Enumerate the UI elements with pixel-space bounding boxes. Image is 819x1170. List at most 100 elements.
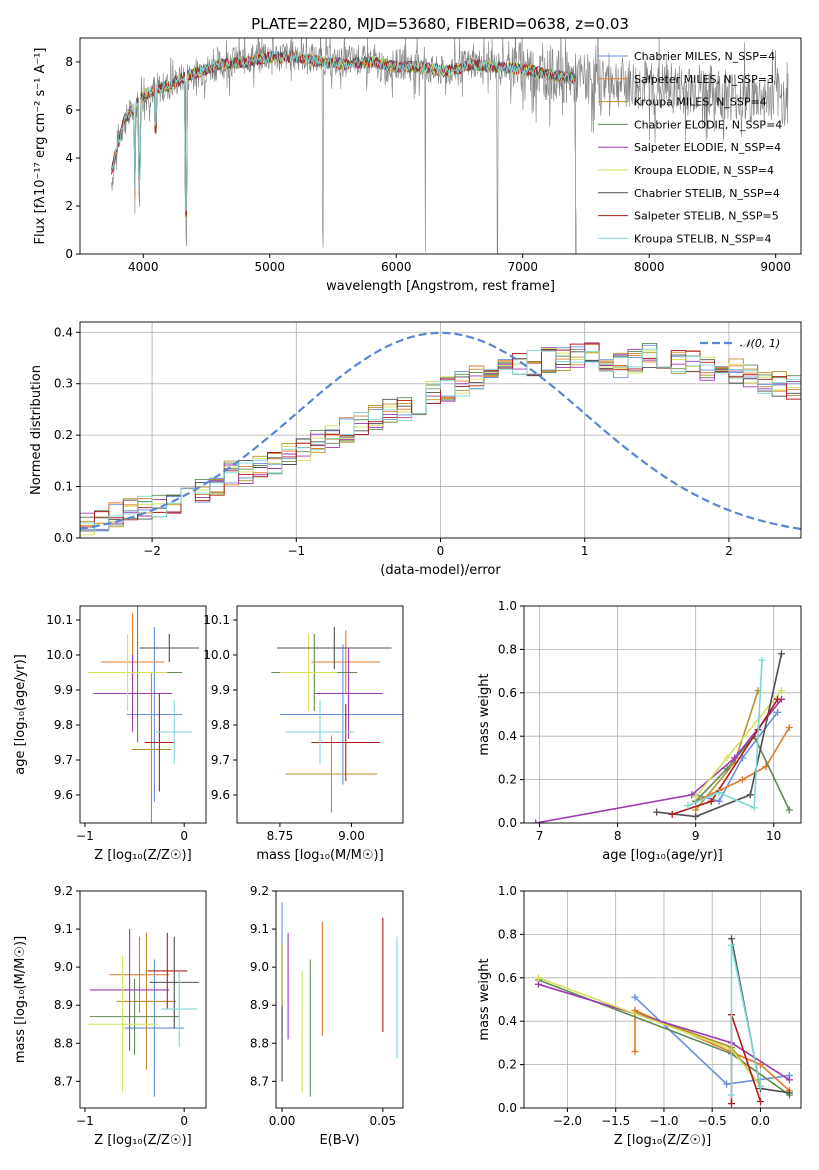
weight-marker bbox=[534, 980, 542, 988]
weight-marker bbox=[774, 695, 782, 703]
weight-marker bbox=[731, 754, 739, 762]
x-tick-label: −2 bbox=[143, 544, 161, 558]
weight-marker bbox=[785, 1076, 793, 1084]
y-axis-label: mass weight bbox=[477, 958, 492, 1040]
x-tick-label: 9000 bbox=[760, 260, 791, 274]
plot-area bbox=[534, 935, 793, 1108]
plot-frame bbox=[523, 605, 802, 824]
x-tick-label: 6000 bbox=[381, 260, 412, 274]
weight-line-9 bbox=[730, 945, 762, 1095]
y-tick-label: 10.0 bbox=[203, 648, 230, 662]
plot-frame bbox=[275, 890, 404, 1109]
y-tick-label: 0.6 bbox=[498, 686, 517, 700]
plot-area bbox=[281, 902, 398, 1097]
y-tick-label: 9.0 bbox=[250, 960, 269, 974]
y-tick-label: 0 bbox=[65, 247, 73, 261]
model-spectrum-5 bbox=[111, 51, 577, 254]
model-spectrum-8 bbox=[111, 51, 577, 254]
mass-vs-metallicity-panel: −1 0 8.7 8.8 8.9 9.0 9.1 9.2 Z [log₁₀(Z/Z☉)] mass… bbox=[13, 884, 207, 1148]
y-tick-label: 0.0 bbox=[498, 816, 517, 830]
weight-marker bbox=[534, 974, 542, 982]
weight-marker bbox=[785, 1089, 793, 1097]
x-tick-label: −1.0 bbox=[649, 1114, 678, 1128]
weight-marker bbox=[684, 802, 692, 810]
age-vs-mass-panel: 8.75 9.00 9.6 9.7 9.8 9.9 10.0 10.1 mass [log₁₀(… bbox=[203, 605, 404, 863]
y-tick-label: 8.9 bbox=[54, 998, 73, 1012]
x-tick-label: 0 bbox=[180, 829, 188, 843]
weight-marker bbox=[688, 791, 696, 799]
y-tick-label: 9.6 bbox=[54, 788, 73, 802]
x-tick-label: 5000 bbox=[254, 260, 285, 274]
x-tick-label: −1 bbox=[287, 544, 305, 558]
weight-marker bbox=[631, 993, 639, 1001]
spectrum-panel: 4000 5000 6000 7000 8000 9000 0 2 4 6 8 wavelength … bbox=[33, 37, 802, 294]
y-tick-label: 0.4 bbox=[498, 1014, 517, 1028]
y-tick-label: 10.0 bbox=[46, 648, 73, 662]
x-tick-label: 0 bbox=[437, 544, 445, 558]
weight-marker bbox=[746, 791, 754, 799]
weight-marker bbox=[758, 656, 766, 664]
model-spectrum-9 bbox=[111, 50, 577, 254]
residual-histogram-8 bbox=[80, 342, 801, 538]
legend-label: Kroupa ELODIE, N_SSP=4 bbox=[634, 164, 774, 177]
y-tick-label: 6 bbox=[65, 103, 73, 117]
weight-marker bbox=[715, 789, 723, 797]
y-tick-label: 9.9 bbox=[54, 683, 73, 697]
weight-marker bbox=[692, 812, 700, 820]
y-tick-label: 10.1 bbox=[46, 613, 73, 627]
legend-label: Kroupa STELIB, N_SSP=4 bbox=[634, 232, 772, 245]
weight-marker bbox=[715, 797, 723, 805]
residual-histogram-3 bbox=[80, 350, 801, 538]
weight-marker bbox=[692, 793, 700, 801]
y-tick-label: 9.1 bbox=[54, 922, 73, 936]
plot-area bbox=[532, 650, 793, 823]
y-axis-label: mass [log₁₀(M/M☉)] bbox=[13, 936, 28, 1063]
y-tick-label: 0.6 bbox=[498, 971, 517, 985]
x-tick-label: 0 bbox=[180, 1114, 188, 1128]
plot-area bbox=[80, 331, 801, 538]
plot-area bbox=[271, 627, 403, 813]
weight-marker bbox=[785, 724, 793, 732]
y-tick-label: 9.7 bbox=[54, 753, 73, 767]
y-tick-label: 0.3 bbox=[54, 377, 73, 391]
weight-marker bbox=[756, 1097, 764, 1105]
y-tick-label: 0.2 bbox=[498, 1058, 517, 1072]
y-tick-label: 9.9 bbox=[211, 683, 230, 697]
weight-line-8 bbox=[672, 698, 779, 816]
weight-marker bbox=[668, 810, 676, 818]
y-tick-label: 0.4 bbox=[54, 325, 73, 339]
weight-vs-age-panel: 7 8 9 10 0.0 0.2 0.4 0.6 0.8 1.0 age [log₁₀(age/yr… bbox=[477, 599, 802, 863]
y-tick-label: 10.1 bbox=[203, 613, 230, 627]
y-tick-label: 8.7 bbox=[250, 1074, 269, 1088]
y-tick-label: 0.8 bbox=[498, 927, 517, 941]
legend-label: Kroupa MILES, N_SSP=4 bbox=[634, 96, 767, 109]
weight-marker bbox=[653, 808, 661, 816]
x-axis-label: Z [log₁₀(Z/Z☉)] bbox=[614, 1133, 711, 1148]
weight-marker bbox=[631, 1048, 639, 1056]
weight-marker bbox=[692, 806, 700, 814]
x-tick-label: 10 bbox=[766, 829, 781, 843]
x-tick-label: −0.5 bbox=[698, 1114, 727, 1128]
plot-area bbox=[111, 38, 789, 254]
x-axis-label: E(B-V) bbox=[319, 1133, 359, 1148]
residual-histogram-1 bbox=[80, 344, 801, 538]
y-tick-label: 0.4 bbox=[498, 729, 517, 743]
y-tick-label: 0.1 bbox=[54, 480, 73, 494]
weight-marker bbox=[723, 754, 731, 762]
y-tick-label: 1.0 bbox=[498, 599, 517, 613]
residual-histogram-7 bbox=[80, 348, 801, 538]
residual-histogram-6 bbox=[80, 348, 801, 538]
x-tick-label: 9 bbox=[692, 829, 700, 843]
y-tick-label: 0.0 bbox=[498, 1101, 517, 1115]
plot-area bbox=[87, 606, 200, 823]
x-axis-label: (data-model)/error bbox=[380, 563, 501, 578]
legend-label: Salpeter MILES, N_SSP=3 bbox=[634, 73, 774, 86]
weight-line-7 bbox=[656, 653, 783, 818]
y-tick-label: 9.8 bbox=[54, 718, 73, 732]
legend-label: 𝒩(0, 1) bbox=[740, 337, 780, 350]
x-tick-label: 0.05 bbox=[369, 1114, 396, 1128]
x-tick-label: 7000 bbox=[507, 260, 538, 274]
residual-histogram-5 bbox=[80, 343, 801, 538]
weight-marker bbox=[756, 1082, 764, 1090]
